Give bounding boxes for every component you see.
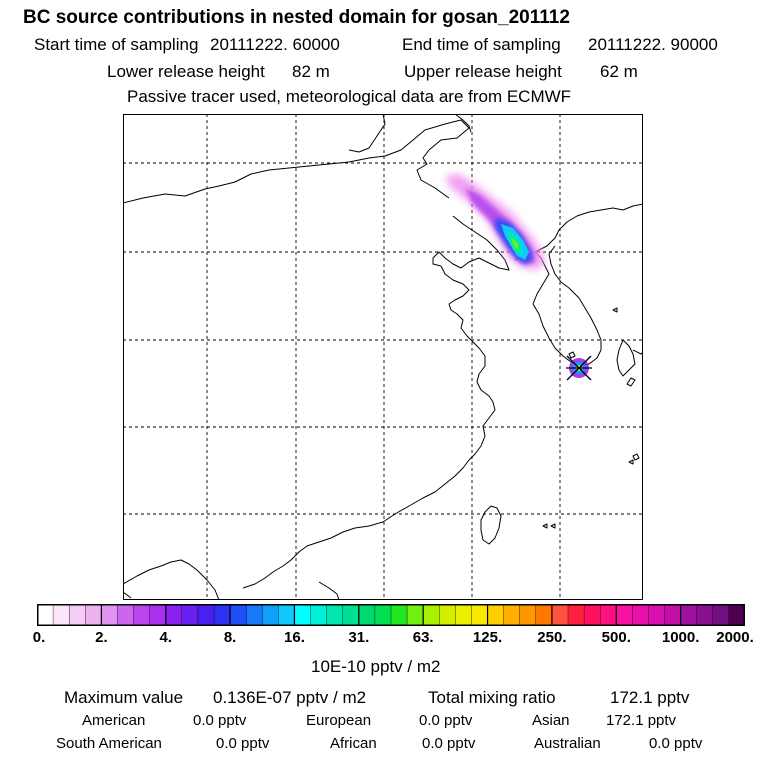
max-value-label: Maximum value	[64, 688, 184, 707]
colorbar	[37, 604, 745, 626]
colorbar-cell	[680, 604, 698, 626]
colorbar-tick-label: 8.	[223, 629, 237, 646]
colorbar-cell	[358, 604, 376, 626]
colorbar-cell	[406, 604, 424, 626]
colorbar-cell	[712, 604, 730, 626]
upper-release-label: Upper release height	[404, 62, 562, 81]
region-european-value: 0.0 pptv	[419, 712, 473, 729]
colorbar-tick-label: 250.	[537, 629, 567, 646]
colorbar-cell	[439, 604, 457, 626]
colorbar-cell	[213, 604, 231, 626]
colorbar-cell	[503, 604, 521, 626]
colorbar-cell	[101, 604, 119, 626]
region-european-label: European	[306, 712, 372, 729]
region-african-label: African	[330, 735, 377, 752]
region-asian-value: 172.1 pptv	[606, 712, 677, 729]
colorbar-tick-label: 63.	[412, 629, 434, 646]
colorbar-cell	[551, 604, 569, 626]
end-time-label: End time of sampling	[402, 35, 561, 54]
colorbar-cell	[245, 604, 264, 626]
colorbar-unit: 10E-10 pptv / m2	[311, 657, 441, 676]
colorbar-tick-label: 2000.	[716, 629, 754, 646]
start-time-value: 20111222. 60000	[210, 35, 340, 54]
region-african-value: 0.0 pptv	[422, 735, 476, 752]
region-asian-label: Asian	[532, 712, 570, 729]
colorbar-cell	[165, 604, 183, 626]
colorbar-tick-label: 125.	[472, 629, 503, 646]
map-panel	[123, 114, 643, 600]
colorbar-tick-label: 4.	[159, 629, 172, 646]
region-american-label: American	[82, 712, 146, 729]
colorbar-cell	[294, 604, 312, 626]
colorbar-cell	[519, 604, 537, 626]
colorbar-cell	[262, 604, 280, 626]
total-mixing-value: 172.1 pptv	[610, 688, 690, 707]
colorbar-tick-label: 31.	[348, 629, 370, 646]
colorbar-cell	[181, 604, 199, 626]
colorbar-cell	[599, 604, 618, 626]
colorbar-cell	[455, 604, 473, 626]
region-south-american-value: 0.0 pptv	[216, 735, 270, 752]
start-time-label: Start time of sampling	[34, 35, 199, 54]
colorbar-cell	[52, 604, 70, 626]
colorbar-cell	[229, 604, 247, 626]
total-mixing-label: Total mixing ratio	[428, 688, 556, 707]
colorbar-cell	[326, 604, 344, 626]
colorbar-cell	[664, 604, 682, 626]
colorbar-cell	[197, 604, 215, 626]
colorbar-cell	[342, 604, 360, 626]
colorbar-cell	[85, 604, 103, 626]
grid-lines	[123, 114, 643, 600]
lower-release-value: 82 m	[292, 62, 330, 81]
colorbar-cell	[390, 604, 408, 626]
receptor-marker	[566, 355, 592, 381]
upper-release-value: 62 m	[600, 62, 638, 81]
colorbar-cell	[310, 604, 328, 626]
region-american-value: 0.0 pptv	[193, 712, 247, 729]
colorbar-cell	[567, 604, 585, 626]
colorbar-cell	[632, 604, 650, 626]
map-frame	[123, 114, 643, 600]
colorbar-tick-label: 16.	[284, 629, 305, 646]
colorbar-cell	[471, 604, 489, 626]
colorbar-cell	[696, 604, 714, 626]
bc-plume	[445, 174, 545, 270]
colorbar-cell	[68, 604, 87, 626]
colorbar-cell	[117, 604, 135, 626]
colorbar-cell	[487, 604, 505, 626]
map-background	[123, 114, 643, 600]
colorbar-cell	[583, 604, 601, 626]
lower-release-label: Lower release height	[107, 62, 265, 81]
colorbar-cell	[648, 604, 666, 626]
colorbar-tick-label: 2.	[95, 629, 108, 646]
colorbar-tick-label: 500.	[601, 629, 631, 646]
colorbar-cell	[728, 604, 745, 626]
region-australian-label: Australian	[534, 735, 601, 752]
colorbar-cell	[535, 604, 553, 626]
max-value: 0.136E-07 pptv / m2	[213, 688, 367, 707]
end-time-value: 20111222. 90000	[588, 35, 718, 54]
colorbar-cell	[422, 604, 441, 626]
map-title: BC source contributions in nested domain…	[23, 7, 570, 28]
region-south-american-label: South American	[56, 735, 162, 752]
colorbar-cell	[616, 604, 634, 626]
colorbar-cell	[374, 604, 392, 626]
colorbar-cell	[149, 604, 167, 626]
colorbar-cell	[37, 604, 54, 626]
region-australian-value: 0.0 pptv	[649, 735, 703, 752]
colorbar-tick-label: 1000.	[661, 629, 700, 646]
colorbar-tick-label: 0.	[32, 629, 46, 646]
colorbar-cell	[278, 604, 296, 626]
tracer-note: Passive tracer used, meteorological data…	[127, 87, 572, 106]
colorbar-cell	[133, 604, 151, 626]
